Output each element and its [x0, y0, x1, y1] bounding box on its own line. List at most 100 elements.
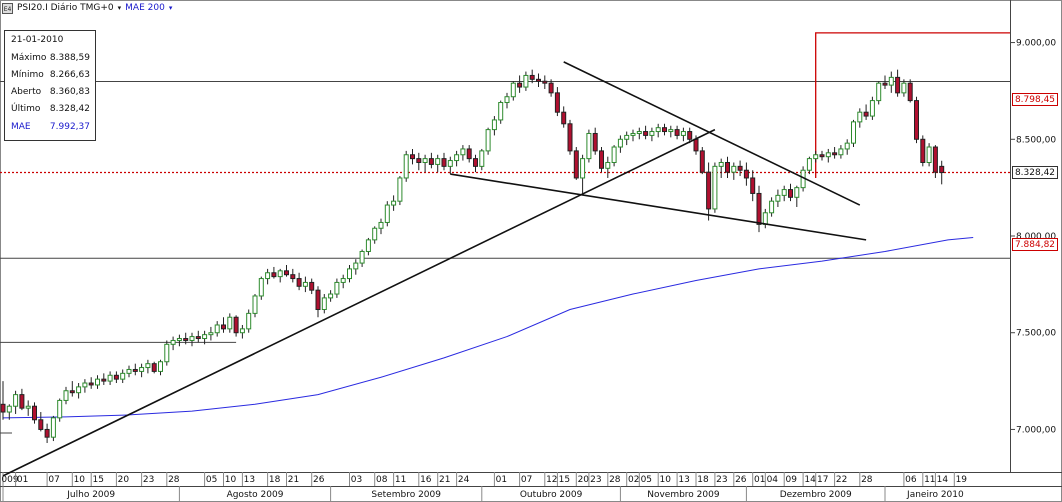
candle-body — [851, 121, 856, 144]
candle-body — [189, 336, 195, 341]
candle-body — [485, 129, 491, 152]
candle-body — [510, 82, 516, 98]
trendline — [2, 128, 716, 477]
candle-body — [13, 394, 19, 407]
info-value-min: 8.266,63 — [49, 70, 90, 80]
candle-body — [151, 363, 157, 372]
ohlc-info-box: 21-01-2010 Máximo 8.388,59 Mínimo 8.266,63… — [4, 30, 96, 141]
x-tick-label: 03 — [351, 475, 362, 485]
x-tick-label: 23 — [590, 475, 601, 485]
candle-body — [302, 281, 308, 287]
candle-body — [435, 158, 441, 165]
candle-body — [536, 78, 541, 82]
candle-body — [788, 189, 793, 198]
x-tick-label: 23 — [143, 475, 154, 485]
x-tick-label: 10 — [225, 475, 237, 485]
candle-body — [592, 132, 598, 152]
candle-body — [359, 250, 365, 264]
info-label-min: Mínimo — [11, 70, 44, 80]
candle-body — [895, 76, 901, 94]
candle-body — [202, 334, 208, 340]
candle-body — [680, 131, 686, 136]
candle-body — [932, 146, 938, 173]
instrument-title[interactable]: PSI20.I Diário TMG+0 — [17, 3, 114, 13]
candle-body — [88, 382, 94, 386]
candle-body — [750, 177, 756, 194]
x-tick-label: 28 — [609, 475, 621, 485]
x-tick-label: 10 — [659, 475, 671, 485]
candle-body — [920, 138, 926, 163]
candle-body — [504, 96, 510, 104]
candle-body — [328, 293, 334, 299]
candle-body — [725, 161, 730, 173]
x-tick-label: 28 — [168, 475, 180, 485]
candle-body — [38, 419, 44, 430]
chart-header: E4 PSI20.I Diário TMG+0 ▾ MAE 200 ▾ — [2, 1, 172, 15]
candle-body — [674, 129, 680, 136]
candle-body — [926, 146, 932, 163]
month-label: Outubro 2009 — [520, 490, 583, 500]
info-value-mae: 7.992,37 — [49, 122, 90, 132]
candle-body — [120, 372, 126, 380]
candle-body — [145, 363, 151, 369]
candle-body — [479, 150, 485, 167]
x-tick-label: 28 — [861, 475, 873, 485]
x-tick-label: 19 — [956, 475, 968, 485]
candle-body — [586, 132, 592, 160]
candle-body — [643, 131, 649, 136]
candle-body — [567, 123, 573, 152]
chevron-down-icon[interactable]: ▾ — [168, 4, 173, 12]
candle-body — [208, 332, 214, 336]
candle-body — [907, 82, 913, 102]
candle-body — [57, 399, 63, 419]
candle-body — [50, 417, 56, 438]
month-label: Janeiro 2010 — [906, 490, 964, 500]
trendline — [563, 61, 861, 206]
candle-body — [315, 289, 321, 311]
info-date: 21-01-2010 — [11, 35, 64, 45]
x-tick-label: 18 — [697, 475, 709, 485]
chevron-down-icon[interactable]: ▾ — [117, 4, 122, 12]
info-label-open: Aberto — [11, 87, 42, 97]
x-tick-label: 21 — [439, 475, 450, 485]
candle-body — [63, 390, 69, 401]
y-tick-label: 7.000,00 — [1016, 425, 1056, 435]
info-label-max: Máximo — [11, 53, 47, 63]
candle-body — [271, 272, 277, 278]
candle-body — [611, 146, 617, 163]
candle-body — [258, 278, 264, 297]
x-tick-label: 13 — [678, 475, 689, 485]
candle-body — [6, 405, 12, 413]
x-tick-label: 05 — [206, 475, 217, 485]
candle-body — [617, 138, 623, 148]
candle-body — [170, 339, 176, 345]
candle-body — [901, 82, 907, 94]
candle-body — [353, 262, 359, 270]
x-tick-label: 009 — [1, 475, 18, 485]
candle-body — [139, 367, 145, 372]
chart-type-icon[interactable]: E4 — [2, 2, 13, 14]
x-tick-label: 24 — [458, 475, 470, 485]
candle-body — [624, 134, 630, 140]
candle-body — [825, 152, 831, 158]
info-value-open: 8.360,83 — [49, 87, 90, 97]
info-label-last: Último — [11, 104, 41, 114]
candle-body — [876, 82, 882, 102]
candle-body — [813, 154, 819, 160]
candle-body — [731, 165, 737, 173]
candle-body — [416, 158, 422, 163]
x-tick-label: 21 — [288, 475, 299, 485]
x-tick-label: 13 — [244, 475, 255, 485]
info-value-last: 8.328,42 — [49, 104, 90, 114]
candle-body — [460, 148, 466, 156]
candle-body — [605, 161, 611, 169]
candle-body — [662, 127, 667, 133]
candle-body — [863, 111, 869, 117]
x-tick-label: 09 — [785, 475, 797, 485]
candle-body — [334, 281, 340, 295]
candle-body — [290, 274, 296, 280]
indicator-label[interactable]: MAE 200 — [125, 3, 165, 13]
support-price-label: 7.884,82 — [1012, 238, 1058, 251]
x-tick-label: 02 — [628, 475, 639, 485]
candle-body — [0, 403, 6, 413]
